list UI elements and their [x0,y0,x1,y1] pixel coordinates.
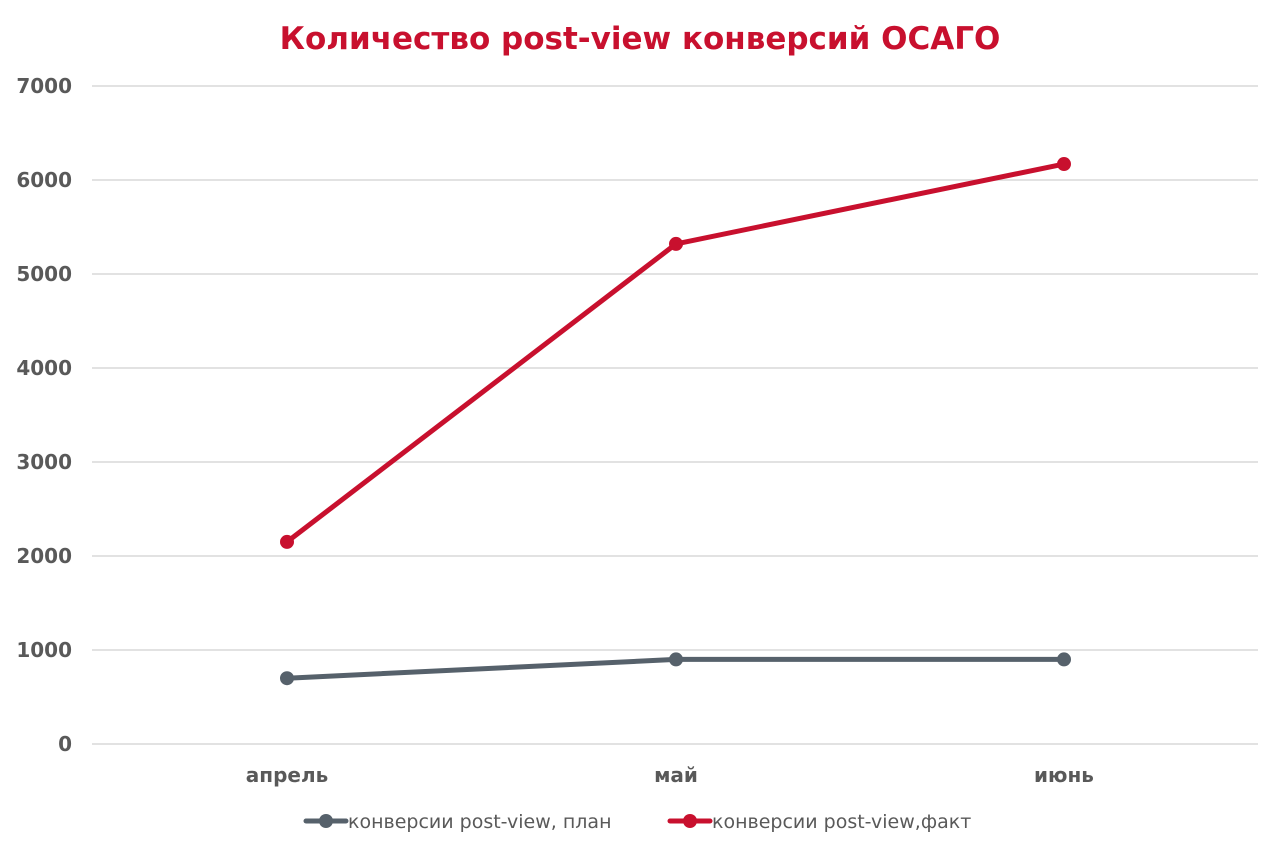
x-axis-ticks: апрель май июнь [246,763,1094,787]
x-tick-label: май [654,763,698,787]
legend: конверсии post-view, план конверсии post-… [303,811,971,833]
data-point [280,671,294,686]
series-line-1 [284,161,1067,545]
legend-label: конверсии post-view, план [348,811,612,833]
data-point [669,652,683,667]
y-tick-label: 3000 [16,450,72,474]
chart-title: Количество post-view конверсий ОСАГО [280,21,1001,57]
y-axis-ticks: 0 1000 2000 3000 4000 5000 6000 7000 [16,74,72,756]
y-tick-label: 5000 [16,262,72,286]
x-tick-label: апрель [246,763,329,787]
y-tick-label: 1000 [16,638,72,662]
y-tick-label: 6000 [16,168,72,192]
series-lines [280,157,1071,686]
data-point [280,534,294,549]
data-point [669,236,683,251]
grid-lines [92,85,1258,745]
y-tick-label: 7000 [16,74,72,98]
data-point [1057,652,1071,667]
y-tick-label: 2000 [16,544,72,568]
legend-label: конверсии post-view,факт [712,811,971,833]
legend-swatch-marker [683,814,697,828]
y-tick-label: 4000 [16,356,72,380]
y-tick-label: 0 [58,732,72,756]
data-point [1057,157,1071,172]
x-tick-label: июнь [1034,763,1094,787]
legend-swatch-marker [319,814,333,828]
